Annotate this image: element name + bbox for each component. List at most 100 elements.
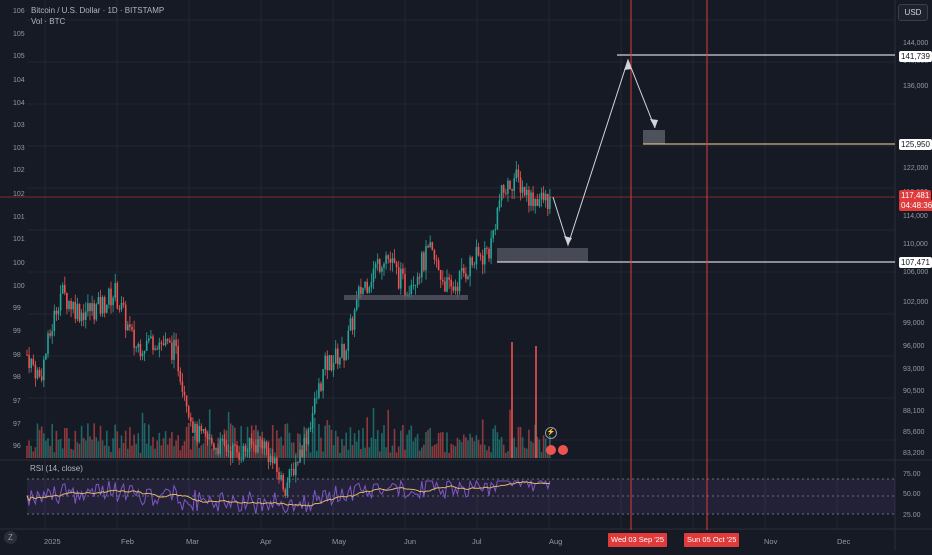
volume-bar (248, 450, 251, 458)
candle (494, 229, 497, 231)
left-tick: 103 (13, 145, 25, 152)
candle (326, 355, 329, 371)
candle (87, 303, 89, 312)
volume-bar (364, 447, 366, 458)
candle (332, 363, 335, 371)
volume-bar (330, 429, 333, 458)
time-marker-sep: Wed 03 Sep '25 (608, 533, 667, 547)
candle (490, 238, 492, 259)
candle (36, 369, 39, 379)
rsi-legend[interactable]: RSI (14, close) (30, 464, 83, 473)
support-zone (344, 295, 468, 300)
candle (513, 178, 515, 191)
candle (292, 468, 295, 476)
left-tick: 105 (13, 31, 25, 38)
volume-bar (463, 434, 465, 458)
volume-bar (299, 434, 301, 458)
volume-bar (523, 447, 526, 458)
volume-bar (213, 447, 215, 458)
volume-bar (246, 426, 249, 458)
time-tick: 2025 (44, 537, 61, 546)
candle (127, 324, 129, 331)
volume-bar (332, 445, 335, 458)
candle (439, 269, 442, 280)
candle (192, 421, 194, 433)
volume-bar (72, 449, 74, 458)
event-icon[interactable] (558, 445, 568, 455)
event-icon[interactable] (546, 445, 556, 455)
price-tick: 90,500 (903, 388, 925, 395)
left-tick: 99 (13, 328, 21, 335)
volume-bar (51, 423, 53, 458)
candle (519, 177, 522, 193)
candle (433, 250, 436, 260)
candle (347, 330, 350, 351)
candle (467, 276, 469, 279)
volume-bar (305, 428, 308, 458)
left-tick: 101 (13, 214, 25, 221)
candle (64, 285, 66, 293)
candle (427, 246, 429, 248)
candle (362, 287, 364, 294)
volume-bar (103, 445, 106, 458)
volume-bar (389, 452, 392, 458)
level-tag-141739: 141,739 (899, 51, 932, 62)
candle (187, 406, 190, 418)
candle (389, 258, 392, 263)
candle (158, 342, 161, 350)
volume-bar (477, 439, 480, 458)
price-tick: 122,000 (903, 165, 929, 172)
volume-bar (192, 436, 194, 458)
candle (481, 255, 484, 265)
candle (515, 169, 518, 179)
candle (112, 297, 114, 306)
symbol-legend[interactable]: Bitcoin / U.S. Dollar · 1D · BITSTAMP (31, 6, 165, 15)
candle (190, 417, 192, 422)
volume-bar (185, 426, 188, 458)
volume-bar (232, 425, 234, 458)
candle (351, 318, 354, 330)
level-tag-125950: 125,950 (899, 139, 932, 150)
volume-bar (515, 447, 518, 458)
volume-bar (187, 423, 190, 458)
volume-bar (473, 441, 476, 458)
time-tick: Dec (837, 537, 851, 546)
candle (148, 338, 150, 341)
volume-bar (85, 440, 87, 458)
volume-bar (74, 430, 77, 458)
candle (528, 189, 530, 206)
volume-bar (446, 432, 448, 458)
lightning-icon[interactable]: ⚡ (545, 427, 557, 439)
candle (164, 338, 167, 345)
candle (211, 437, 213, 444)
current-price-tag: 117,481 (899, 190, 932, 201)
currency-button[interactable]: USD (898, 4, 928, 21)
volume-bar (351, 445, 354, 458)
candle (387, 255, 389, 259)
candle (118, 308, 121, 310)
volume-bar (40, 426, 43, 458)
price-tick: 144,000 (903, 40, 929, 47)
volume-bar (509, 409, 511, 458)
candle (465, 273, 467, 279)
volume-bar (435, 443, 438, 458)
volume-bar (397, 446, 400, 458)
volume-bar (196, 430, 198, 458)
volume-bar (217, 437, 219, 458)
candle (45, 353, 47, 360)
candle (309, 427, 312, 430)
volume-legend[interactable]: Vol · BTC (31, 17, 66, 26)
volume-bar (326, 420, 329, 458)
volume-bar (320, 437, 322, 458)
volume-bar (120, 435, 123, 458)
volume-bar (80, 425, 83, 458)
volume-bar (526, 448, 528, 458)
candle (278, 471, 280, 480)
candle (393, 258, 396, 263)
globe-icon[interactable]: Z (4, 531, 17, 544)
volume-bar (379, 451, 381, 458)
volume-bar (427, 429, 429, 458)
volume-bar (202, 443, 205, 458)
